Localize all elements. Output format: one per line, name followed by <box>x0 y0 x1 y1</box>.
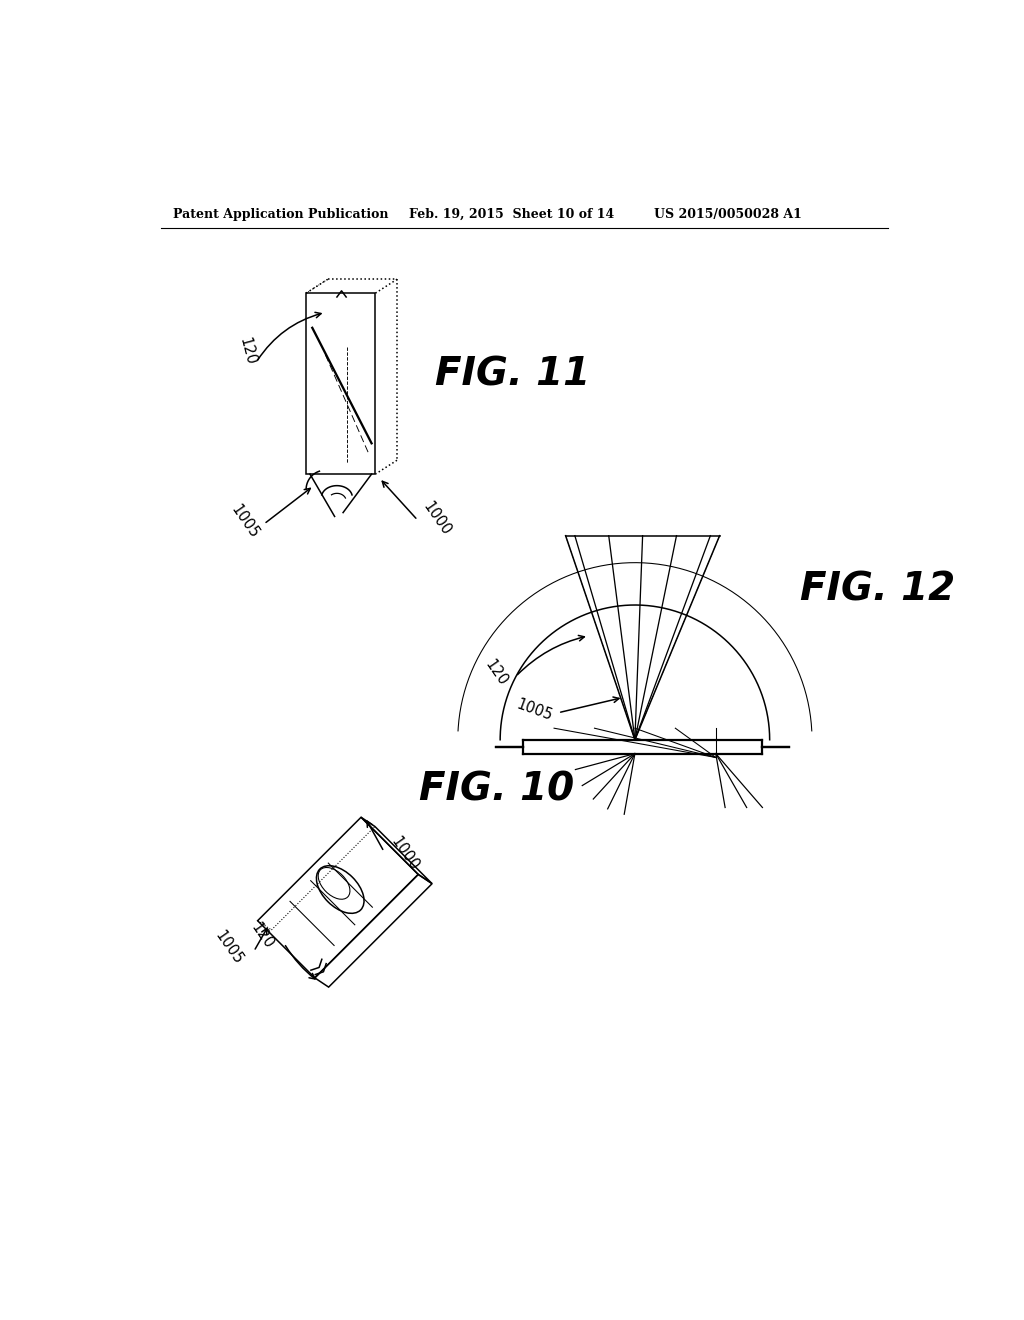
Text: 1005: 1005 <box>227 503 261 541</box>
Text: 1005: 1005 <box>212 928 246 968</box>
Text: FIG. 11: FIG. 11 <box>435 355 590 393</box>
Text: 1000: 1000 <box>388 834 422 874</box>
Text: Patent Application Publication: Patent Application Publication <box>173 209 388 222</box>
Text: 120: 120 <box>482 657 510 689</box>
Text: FIG. 12: FIG. 12 <box>801 570 955 609</box>
Text: Feb. 19, 2015  Sheet 10 of 14: Feb. 19, 2015 Sheet 10 of 14 <box>410 209 614 222</box>
Text: 1000: 1000 <box>420 499 454 539</box>
Text: US 2015/0050028 A1: US 2015/0050028 A1 <box>654 209 802 222</box>
Text: 120: 120 <box>237 335 258 367</box>
Text: 1005: 1005 <box>514 697 554 723</box>
Text: 120: 120 <box>248 920 276 952</box>
Text: FIG. 10: FIG. 10 <box>419 771 574 809</box>
